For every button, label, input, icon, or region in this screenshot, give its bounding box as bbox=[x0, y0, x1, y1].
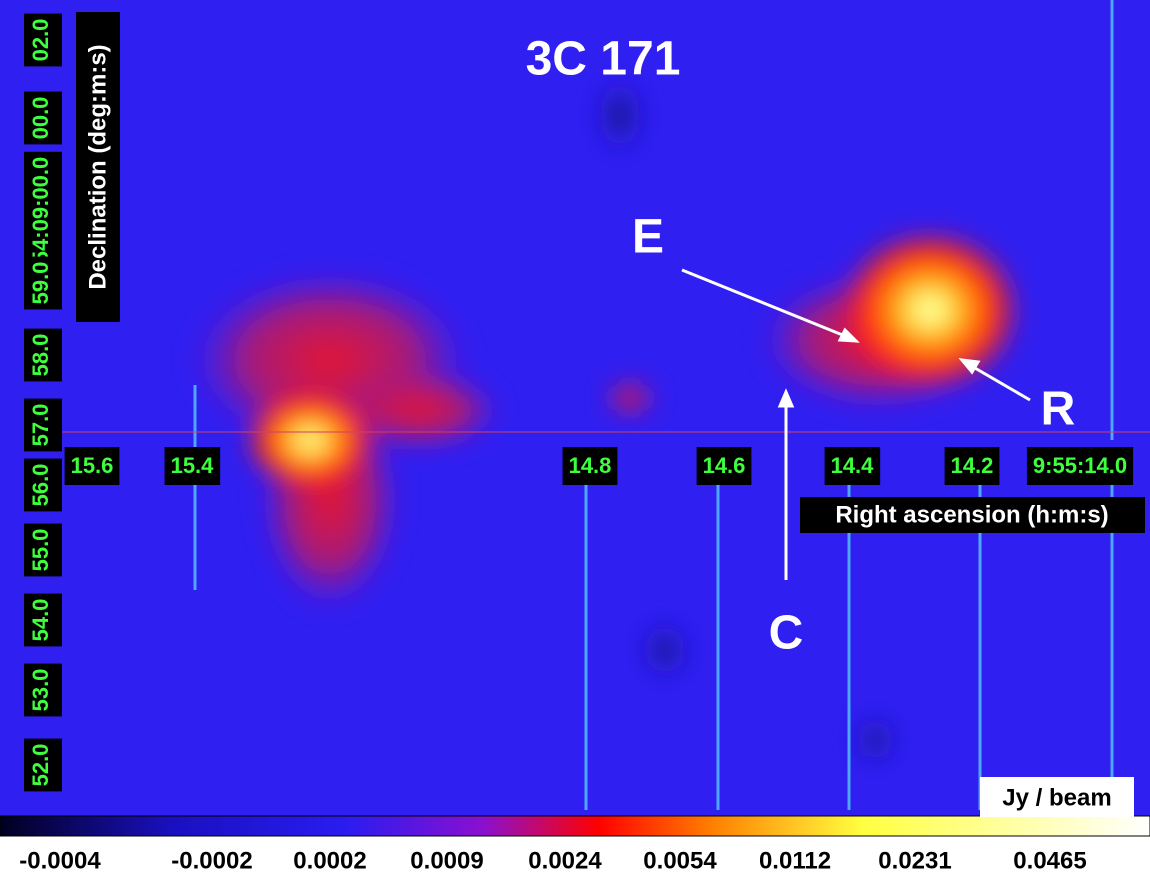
colorbar-tick-label: -0.0004 bbox=[19, 847, 101, 874]
annotation: C bbox=[769, 607, 804, 660]
dec-tick-label: 54:09:00.0 bbox=[28, 157, 53, 263]
tick-box bbox=[824, 447, 881, 485]
coordinate-grid bbox=[60, 0, 1150, 810]
ra-tick-label: 15.4 bbox=[171, 453, 215, 478]
colorbar-unit: Jy / beam bbox=[1002, 784, 1111, 811]
colorbar bbox=[0, 815, 1150, 837]
tick-box bbox=[24, 523, 62, 577]
ra-tick-label: 14.8 bbox=[569, 453, 612, 478]
annotation: E bbox=[632, 211, 664, 264]
dec-tick-label: 58.0 bbox=[28, 334, 53, 377]
dec-tick-label: 54.0 bbox=[28, 599, 53, 642]
tick-box bbox=[24, 256, 62, 310]
colorbar-tick-label: 0.0231 bbox=[878, 847, 951, 874]
tick-box bbox=[24, 151, 62, 269]
colorbar-tick-label: 0.0002 bbox=[293, 847, 366, 874]
tick-box bbox=[24, 328, 62, 382]
colorbar-tick-label: 0.0112 bbox=[759, 847, 831, 874]
ra-axis-label: Right ascension (h:m:s) bbox=[835, 501, 1108, 528]
annotation: R bbox=[1041, 383, 1076, 436]
ra-tick-label: 14.6 bbox=[703, 453, 746, 478]
tick-box bbox=[24, 593, 62, 647]
dec-tick-label: 57.0 bbox=[28, 404, 53, 447]
title: 3C 171 bbox=[526, 33, 681, 86]
dec-tick-label: 00.0 bbox=[28, 97, 53, 140]
ra-tick-label: 14.4 bbox=[831, 453, 875, 478]
ra-tick-label: 14.2 bbox=[951, 453, 994, 478]
dec-axis-label: Declination (deg:m:s) bbox=[84, 44, 111, 289]
label-box bbox=[76, 12, 120, 322]
tick-box bbox=[24, 738, 62, 792]
image-background bbox=[0, 0, 1150, 816]
tick-box bbox=[24, 398, 62, 452]
tick-box bbox=[24, 663, 62, 717]
dec-tick-label: 59.0 bbox=[28, 262, 53, 305]
label-box bbox=[800, 497, 1145, 533]
tick-box bbox=[24, 458, 62, 512]
tick-box bbox=[1026, 447, 1134, 485]
tick-box bbox=[24, 91, 62, 145]
colorbar-tick-label: 0.0009 bbox=[410, 847, 483, 874]
dec-tick-label: 56.0 bbox=[28, 464, 53, 507]
colorbar-tick-label: 0.0024 bbox=[528, 847, 602, 874]
dec-tick-label: 55.0 bbox=[28, 529, 53, 572]
arrows bbox=[681, 268, 1031, 580]
colorbar-tick-label: 0.0465 bbox=[1013, 847, 1086, 874]
tick-box bbox=[64, 447, 120, 485]
tick-box bbox=[24, 13, 62, 67]
tick-box bbox=[562, 447, 618, 485]
tick-box bbox=[944, 447, 1000, 485]
tick-box bbox=[164, 447, 221, 485]
tick-box bbox=[696, 447, 752, 485]
colorbar-tick-label: -0.0002 bbox=[171, 847, 252, 874]
ra-tick-label: 9:55:14.0 bbox=[1033, 453, 1127, 478]
dec-tick-label: 02.0 bbox=[28, 19, 53, 62]
dec-tick-label: 52.0 bbox=[28, 744, 53, 787]
ra-tick-label: 15.6 bbox=[71, 453, 114, 478]
emission bbox=[190, 75, 1020, 765]
dec-tick-label: 53.0 bbox=[28, 669, 53, 712]
label-box bbox=[980, 777, 1134, 817]
colorbar-tick-label: 0.0054 bbox=[643, 847, 717, 874]
